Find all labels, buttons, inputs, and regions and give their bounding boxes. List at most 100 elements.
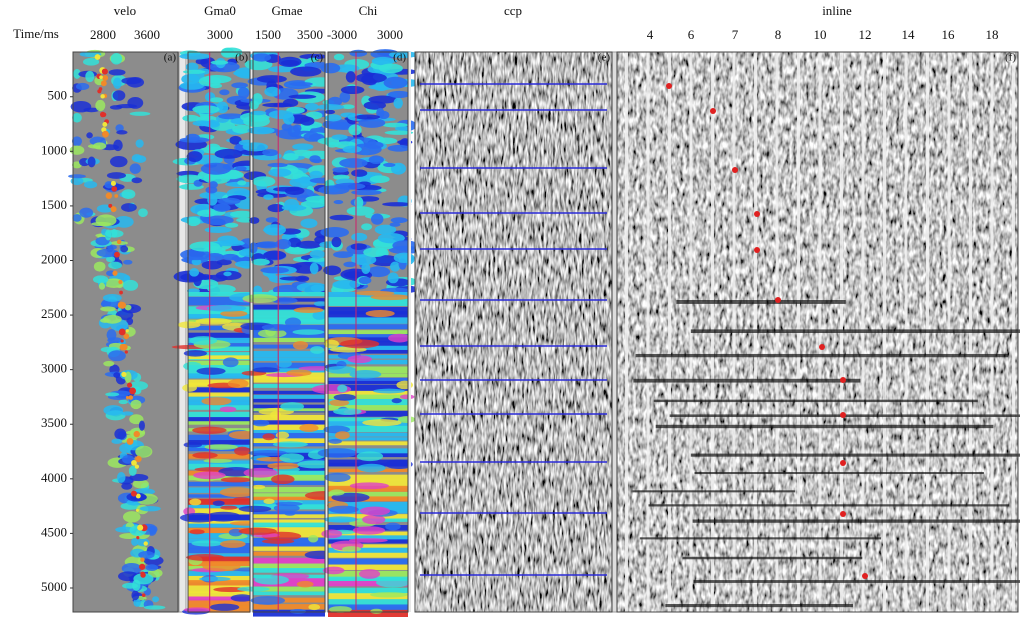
velocity-blob <box>95 99 106 112</box>
overlays <box>72 51 1019 613</box>
panel-title: inline <box>822 3 852 18</box>
attribute-blob <box>262 149 279 157</box>
velocity-peak <box>133 430 140 438</box>
panel-frame <box>616 51 1019 613</box>
velocity-peak <box>102 122 108 127</box>
attribute-blob <box>183 69 206 74</box>
attribute-blob <box>385 522 401 531</box>
velocity-blob <box>138 208 148 218</box>
reflector <box>690 453 1020 457</box>
attribute-band <box>188 481 250 487</box>
attribute-blob <box>263 194 274 200</box>
attribute-blob <box>261 323 292 331</box>
attribute-blob <box>293 307 324 314</box>
attribute-blob <box>263 498 275 504</box>
attribute-blob <box>393 97 403 109</box>
attribute-blob <box>234 446 251 456</box>
velocity-peak <box>140 557 145 562</box>
velocity-peak <box>110 206 117 213</box>
attribute-band <box>328 609 408 617</box>
reflector <box>693 580 1020 583</box>
velocity-blob <box>92 275 109 284</box>
velocity-blob <box>109 156 128 168</box>
attribute-band <box>328 432 408 437</box>
trace-gap <box>646 52 650 612</box>
well-marker <box>754 211 760 217</box>
attribute-blob <box>347 355 372 364</box>
well-marker <box>819 344 825 350</box>
attribute-band <box>328 306 408 315</box>
attribute-band <box>188 325 250 331</box>
attribute-blob <box>369 592 408 598</box>
attribute-blob <box>349 370 382 379</box>
velocity-peak <box>100 80 107 87</box>
velocity-blob <box>111 438 123 444</box>
attribute-blob <box>373 388 406 394</box>
attribute-blob <box>252 367 280 373</box>
panel-title: Gma0 <box>204 3 236 18</box>
attribute-band <box>253 330 325 339</box>
attribute-blob <box>192 105 220 114</box>
panel-tag: (f) <box>1005 52 1016 64</box>
attribute-blob <box>371 213 384 225</box>
attribute-blob <box>192 120 212 127</box>
panel-title: ccp <box>504 3 522 18</box>
attribute-band <box>188 538 250 544</box>
velocity-peak <box>125 395 129 400</box>
attribute-blob <box>313 301 328 307</box>
panel-tick-label: 6 <box>688 27 695 42</box>
attribute-blob <box>333 199 344 205</box>
attribute-blob <box>348 124 362 136</box>
reflector <box>665 604 853 608</box>
time-tick-label: 5000 <box>41 579 67 594</box>
attribute-blob <box>368 155 384 165</box>
attribute-band <box>253 470 325 479</box>
attribute-blob <box>391 398 402 404</box>
attribute-blob <box>376 107 385 119</box>
velocity-blob <box>126 77 145 88</box>
attribute-blob <box>339 158 368 168</box>
attribute-blob <box>179 512 218 523</box>
attribute-blob <box>325 365 357 374</box>
time-tick-label: 2500 <box>41 306 67 321</box>
reflector <box>694 472 984 475</box>
velocity-blob <box>121 562 142 575</box>
attribute-blob <box>375 577 411 588</box>
attribute-band <box>328 317 408 324</box>
attribute-band <box>328 366 408 374</box>
attribute-blob <box>221 253 239 261</box>
velocity-blob <box>121 203 137 212</box>
attribute-band <box>328 441 408 446</box>
panel-title: Gmae <box>271 3 302 18</box>
attribute-band <box>328 399 408 407</box>
attribute-blob <box>230 594 254 602</box>
attribute-blob <box>278 56 302 68</box>
velocity-peak <box>97 89 102 94</box>
velocity-blob <box>121 482 133 490</box>
velocity-peak <box>94 54 101 60</box>
attribute-band <box>328 377 408 384</box>
attribute-blob <box>292 143 314 151</box>
attribute-band <box>328 593 408 600</box>
time-tick-label: 1500 <box>41 197 67 212</box>
attribute-band <box>328 324 408 330</box>
attribute-blob <box>256 75 287 83</box>
reflector <box>692 519 1020 523</box>
attribute-blob <box>370 608 383 614</box>
velocity-blob <box>129 111 151 116</box>
panel-tick-label: 7 <box>732 27 739 42</box>
attribute-band <box>253 578 325 583</box>
velocity-peak <box>135 493 141 499</box>
attribute-blob <box>196 367 226 375</box>
attribute-band <box>328 604 408 612</box>
velocity-peak <box>99 75 103 79</box>
attribute-blob <box>220 505 238 510</box>
velocity-blob <box>93 261 106 272</box>
attribute-blob <box>309 170 323 179</box>
attribute-blob <box>252 484 266 490</box>
attribute-blob <box>323 339 339 349</box>
attribute-band <box>253 514 325 518</box>
attribute-band <box>253 546 325 551</box>
attribute-band <box>328 437 408 441</box>
velocity-blob <box>147 568 163 578</box>
